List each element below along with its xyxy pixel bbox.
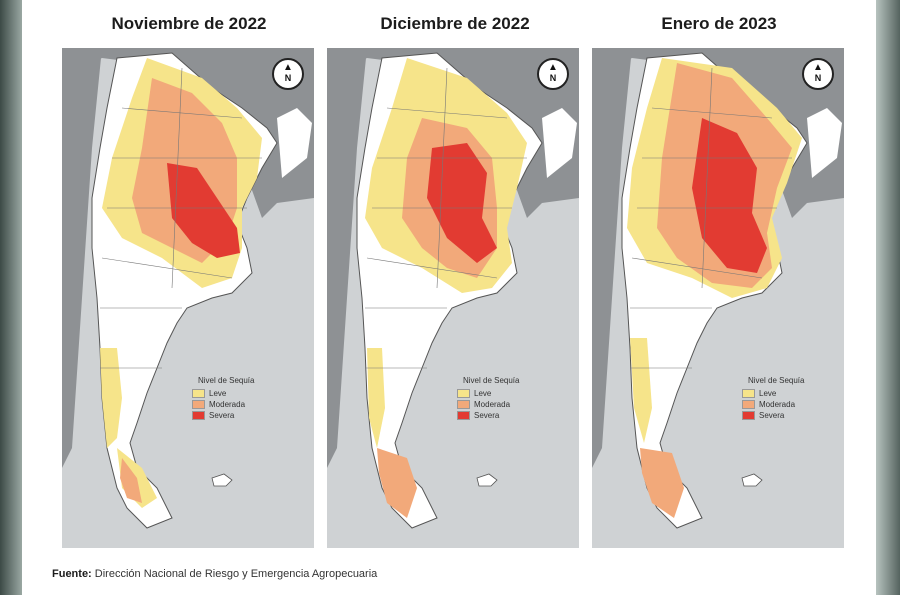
- argentina-map-ene: [592, 48, 844, 529]
- north-arrow-icon: ▲ N: [537, 58, 569, 90]
- map-ene-2023: ▲ N Nivel de Sequía Leve Moderada Severa: [592, 48, 844, 548]
- argentina-map-nov: [62, 48, 314, 529]
- legend-item-severa: Severa: [192, 410, 254, 421]
- legend-title: Nivel de Sequía: [463, 376, 520, 385]
- legend-dic: Nivel de Sequía Leve Moderada Severa: [457, 376, 519, 421]
- legend-item-leve: Leve: [192, 388, 254, 399]
- drought-figure: Noviembre de 2022 ▲ N Nivel de Sequía: [22, 0, 876, 595]
- legend-nov: Nivel de Sequía Leve Moderada Severa: [192, 376, 254, 421]
- legend-item-leve: Leve: [742, 388, 804, 399]
- panel-title-dic-2022: Diciembre de 2022: [380, 14, 530, 33]
- legend-title: Nivel de Sequía: [748, 376, 805, 385]
- source-text: Dirección Nacional de Riesgo y Emergenci…: [91, 568, 378, 580]
- map-nov-2022: ▲ N Nivel de Sequía Leve Moderada Severa: [62, 48, 314, 548]
- legend-item-moderada: Moderada: [457, 399, 519, 410]
- argentina-map-dic: [327, 48, 579, 529]
- north-arrow-icon: ▲ N: [802, 58, 834, 90]
- source-prefix: Fuente:: [52, 568, 92, 580]
- legend-item-moderada: Moderada: [192, 399, 254, 410]
- left-frame: [0, 0, 22, 595]
- panel-title-nov-2022: Noviembre de 2022: [111, 14, 267, 33]
- legend-ene: Nivel de Sequía Leve Moderada Severa: [742, 376, 804, 421]
- right-frame: [876, 0, 900, 595]
- map-dic-2022: ▲ N Nivel de Sequía Leve Moderada Severa: [327, 48, 579, 548]
- legend-item-moderada: Moderada: [742, 399, 804, 410]
- legend-item-leve: Leve: [457, 388, 519, 399]
- legend-item-severa: Severa: [742, 410, 804, 421]
- source-note: Fuente: Dirección Nacional de Riesgo y E…: [52, 568, 377, 580]
- legend-title: Nivel de Sequía: [198, 376, 255, 385]
- legend-item-severa: Severa: [457, 410, 519, 421]
- panel-title-ene-2023: Enero de 2023: [661, 14, 777, 33]
- north-arrow-icon: ▲ N: [272, 58, 304, 90]
